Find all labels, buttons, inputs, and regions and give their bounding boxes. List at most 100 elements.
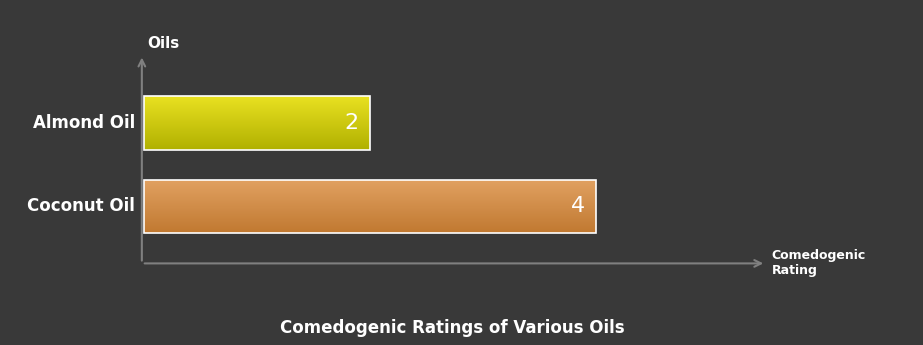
Bar — [144, 107, 370, 108]
Bar — [144, 202, 596, 203]
Bar — [144, 187, 596, 188]
Bar — [144, 100, 370, 101]
Bar — [144, 142, 370, 143]
Bar — [144, 197, 596, 198]
Bar — [144, 218, 596, 219]
Bar — [144, 115, 370, 116]
Bar — [144, 121, 370, 122]
Bar — [144, 136, 370, 137]
Text: 2: 2 — [345, 113, 359, 133]
Bar — [144, 118, 370, 119]
Bar — [144, 109, 370, 110]
Bar — [144, 116, 370, 117]
Bar — [144, 188, 596, 189]
Bar — [144, 193, 596, 194]
Bar — [144, 97, 370, 98]
Bar — [144, 110, 370, 111]
Bar — [144, 200, 596, 201]
Bar — [144, 129, 370, 130]
Bar — [144, 140, 370, 141]
Bar — [144, 120, 370, 121]
Bar — [144, 180, 596, 233]
Bar — [144, 126, 370, 127]
Bar — [144, 149, 370, 150]
Bar — [144, 133, 370, 134]
Bar — [144, 144, 370, 145]
Bar — [144, 181, 596, 182]
Bar — [144, 137, 370, 138]
Bar — [144, 191, 596, 192]
Bar — [144, 208, 596, 209]
Bar — [144, 221, 596, 222]
Bar — [144, 108, 370, 109]
Bar — [144, 186, 596, 187]
Text: Coconut Oil: Coconut Oil — [27, 197, 135, 216]
Bar — [144, 232, 596, 233]
Bar — [144, 184, 596, 185]
Bar — [144, 204, 596, 205]
Bar — [144, 134, 370, 135]
Bar — [144, 113, 370, 114]
Bar — [144, 104, 370, 105]
Bar — [144, 231, 596, 232]
Bar — [144, 102, 370, 103]
Bar — [144, 141, 370, 142]
Bar — [144, 180, 596, 181]
Bar — [144, 196, 596, 197]
Bar — [144, 199, 596, 200]
Bar — [144, 111, 370, 112]
Text: Oils: Oils — [148, 36, 180, 51]
Bar — [144, 96, 370, 97]
Bar — [144, 183, 596, 184]
Bar — [144, 216, 596, 217]
Bar — [144, 105, 370, 106]
Bar — [144, 148, 370, 149]
Text: Almond Oil: Almond Oil — [33, 114, 135, 132]
Bar — [144, 223, 596, 224]
Bar — [144, 230, 596, 231]
Bar — [144, 229, 596, 230]
Bar — [144, 147, 370, 148]
Text: Comedogenic Ratings of Various Oils: Comedogenic Ratings of Various Oils — [280, 319, 625, 337]
Bar — [144, 224, 596, 225]
Bar — [144, 98, 370, 99]
Bar — [144, 101, 370, 102]
Bar — [144, 206, 596, 207]
Text: 4: 4 — [571, 197, 585, 216]
Bar — [144, 198, 596, 199]
Bar — [144, 212, 596, 213]
Bar — [144, 106, 370, 107]
Bar — [144, 227, 596, 228]
Bar — [144, 119, 370, 120]
Bar — [144, 114, 370, 115]
Bar — [144, 225, 596, 226]
Bar — [144, 190, 596, 191]
Bar — [144, 210, 596, 211]
Bar — [144, 207, 596, 208]
Bar — [144, 205, 596, 206]
Bar — [144, 132, 370, 133]
Bar — [144, 99, 370, 100]
Bar — [144, 189, 596, 190]
Bar — [144, 214, 596, 215]
Bar — [144, 139, 370, 140]
Bar — [144, 143, 370, 144]
Bar — [144, 195, 596, 196]
Bar — [144, 213, 596, 214]
Bar — [144, 220, 596, 221]
Bar — [144, 128, 370, 129]
Bar — [144, 217, 596, 218]
Bar — [144, 192, 596, 193]
Bar — [144, 131, 370, 132]
Bar — [144, 130, 370, 131]
Bar — [144, 226, 596, 227]
Bar — [144, 194, 596, 195]
Bar — [144, 219, 596, 220]
Bar — [144, 215, 596, 216]
Bar — [144, 145, 370, 146]
Bar — [144, 135, 370, 136]
Bar — [144, 127, 370, 128]
Bar — [144, 185, 596, 186]
Bar — [144, 203, 596, 204]
Bar — [144, 138, 370, 139]
